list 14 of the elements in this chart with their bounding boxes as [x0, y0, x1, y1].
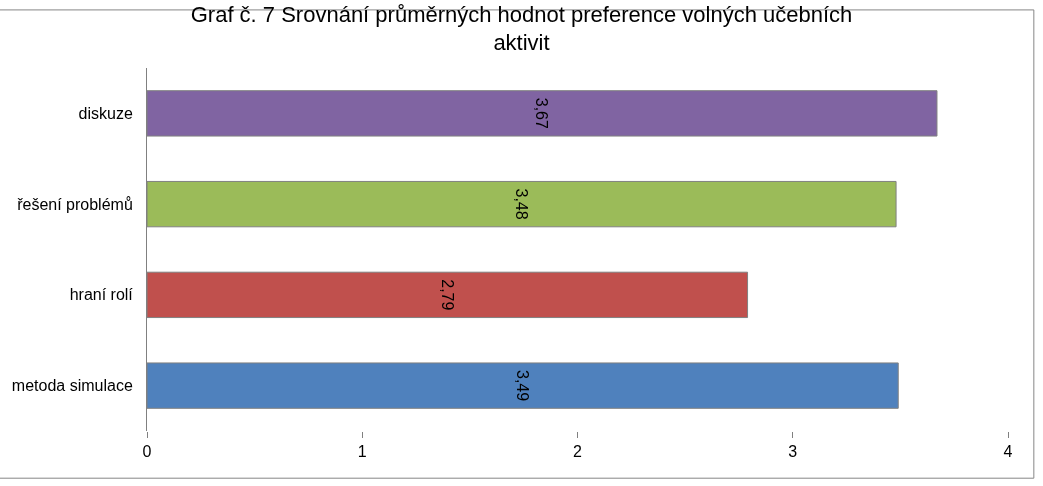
data-label: 3,49	[514, 370, 532, 402]
y-tick-label: metoda simulace	[11, 377, 133, 395]
data-label: 2,79	[438, 279, 456, 311]
x-tick-label: 0	[142, 443, 152, 461]
chart-title: Graf č. 7 Srovnání průměrných hodnot preference volných učebních aktivit	[190, 1, 853, 56]
x-tick-label: 1	[357, 443, 367, 461]
y-tick-label: hraní rolí	[69, 286, 134, 304]
data-label: 3,67	[533, 97, 551, 129]
x-tick-label: 4	[1003, 443, 1013, 461]
y-tick-label: diskuze	[78, 104, 133, 122]
x-tick-label: 2	[573, 443, 583, 461]
x-tick-label: 3	[788, 443, 798, 461]
data-label: 3,48	[513, 188, 531, 220]
y-tick-label: řešení problémů	[17, 195, 133, 213]
